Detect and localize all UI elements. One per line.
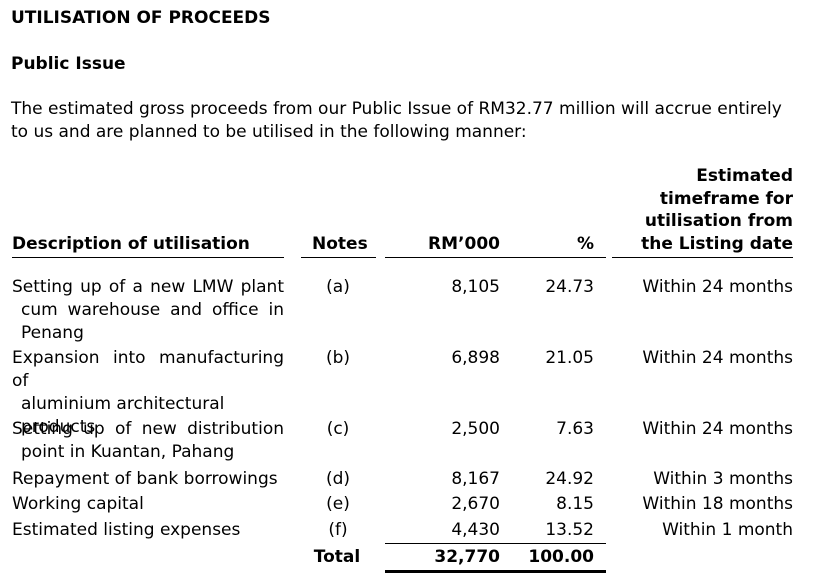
row-description: Setting up of new distribution point in … [12,418,284,464]
desc-line: Setting up of a new LMW plant [12,277,284,297]
row-rm: 2,500 [451,419,500,439]
header-underline [612,257,793,258]
header-description: Description of utilisation [12,234,250,254]
header-timeframe-line: Estimated [696,166,793,186]
row-description: Working capital [12,493,284,516]
row-note: (d) [325,469,351,489]
section-heading: UTILISATION OF PROCEEDS [11,8,271,28]
row-description: Repayment of bank borrowings [12,468,284,491]
row-rm: 4,430 [451,520,500,540]
row-pct: 8.15 [556,494,594,514]
total-top-rule [385,543,606,544]
desc-line: Expansion into manufacturing of [12,348,284,391]
header-rm: RM’000 [428,234,500,254]
header-timeframe-line: utilisation from [644,211,793,231]
row-note: (e) [326,494,350,514]
header-underline [12,257,284,258]
desc-line: Working capital [12,494,144,514]
row-pct: 7.63 [556,419,594,439]
desc-line: Setting up of new distribution [12,419,284,439]
header-underline [385,257,606,258]
row-note: (c) [326,419,350,439]
subsection-heading: Public Issue [11,54,126,74]
header-timeframe: Estimated timeframe for utilisation from… [612,165,793,255]
header-underline [301,257,376,258]
total-rm: 32,770 [434,547,500,567]
row-rm: 6,898 [451,348,500,368]
header-timeframe-line: the Listing date [641,233,793,254]
desc-line: cum warehouse and office in [21,300,284,320]
header-notes: Notes [312,234,368,254]
row-timeframe: Within 18 months [642,494,793,514]
row-timeframe: Within 24 months [642,348,793,368]
desc-line: products [21,417,96,437]
row-pct: 21.05 [545,348,594,368]
row-timeframe: Within 24 months [642,277,793,297]
intro-paragraph: The estimated gross proceeds from our Pu… [11,99,782,142]
total-pct: 100.00 [528,547,594,567]
row-rm: 8,105 [451,277,500,297]
total-bottom-rule [385,570,606,573]
desc-line: point in Kuantan, Pahang [21,442,235,462]
header-timeframe-line: timeframe for [659,188,793,209]
row-timeframe: Within 3 months [653,469,793,489]
row-note: (b) [325,348,351,368]
row-pct: 24.73 [545,277,594,297]
row-note: (a) [326,277,350,297]
desc-line: Estimated listing expenses [12,520,241,540]
desc-line: Repayment of bank borrowings [12,469,278,489]
header-pct: % [576,234,594,254]
row-description: Expansion into manufacturing of aluminiu… [12,347,284,439]
row-timeframe: Within 1 month [662,520,793,540]
row-description: Estimated listing expenses [12,519,284,542]
row-rm: 2,670 [451,494,500,514]
row-timeframe: Within 24 months [642,419,793,439]
row-description: Setting up of a new LMW plant cum wareho… [12,276,284,345]
desc-line: Penang [21,323,84,343]
row-pct: 24.92 [545,469,594,489]
total-label: Total [313,547,361,567]
row-note: (f) [328,520,348,540]
row-rm: 8,167 [451,469,500,489]
row-pct: 13.52 [545,520,594,540]
desc-line: aluminium architectural [21,394,225,414]
